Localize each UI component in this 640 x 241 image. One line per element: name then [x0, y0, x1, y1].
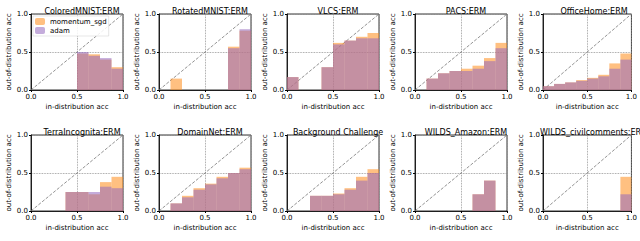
svg-text:1.0: 1.0: [529, 10, 540, 18]
svg-text:0.5: 0.5: [199, 214, 210, 222]
svg-text:0.0: 0.0: [153, 214, 164, 222]
svg-text:0.0: 0.0: [25, 93, 36, 101]
svg-text:out-of-distribution acc: out-of-distribution acc: [5, 134, 13, 211]
svg-text:DomainNet:ERM: DomainNet:ERM: [177, 128, 242, 137]
svg-text:out-of-distribution acc: out-of-distribution acc: [133, 13, 141, 90]
svg-text:1.0: 1.0: [273, 10, 284, 18]
svg-text:1.0: 1.0: [117, 214, 128, 222]
svg-text:0.5: 0.5: [401, 48, 412, 56]
svg-text:0.5: 0.5: [17, 169, 28, 177]
svg-text:0.5: 0.5: [455, 93, 466, 101]
svg-text:0.0: 0.0: [16, 86, 28, 94]
svg-text:in-distribution acc: in-distribution acc: [173, 224, 236, 232]
svg-text:in-distribution acc: in-distribution acc: [45, 224, 108, 232]
svg-text:1.0: 1.0: [401, 131, 412, 139]
svg-text:WILDS_civilcomments:ERM: WILDS_civilcomments:ERM: [540, 128, 640, 137]
svg-text:1.0: 1.0: [401, 10, 412, 18]
svg-text:0.0: 0.0: [409, 214, 420, 222]
svg-text:PACS:ERM: PACS:ERM: [446, 7, 487, 16]
svg-text:in-distribution acc: in-distribution acc: [301, 224, 364, 232]
svg-text:0.5: 0.5: [273, 169, 284, 177]
svg-text:0.0: 0.0: [281, 93, 292, 101]
svg-text:out-of-distribution acc: out-of-distribution acc: [517, 13, 525, 90]
svg-text:in-distribution acc: in-distribution acc: [556, 224, 619, 232]
svg-text:0.5: 0.5: [529, 48, 540, 56]
svg-text:out-of-distribution acc: out-of-distribution acc: [389, 134, 397, 211]
svg-text:0.5: 0.5: [199, 93, 210, 101]
svg-text:0.0: 0.0: [528, 86, 540, 94]
svg-text:1.0: 1.0: [245, 93, 256, 101]
svg-text:out-of-distribution acc: out-of-distribution acc: [261, 13, 269, 90]
svg-text:out-of-distribution acc: out-of-distribution acc: [133, 134, 141, 211]
svg-text:0.0: 0.0: [272, 207, 284, 215]
svg-text:1.0: 1.0: [245, 214, 256, 222]
svg-text:RotatedMNIST:ERM: RotatedMNIST:ERM: [172, 7, 248, 16]
svg-text:ColoredMNIST:ERM: ColoredMNIST:ERM: [44, 7, 119, 16]
svg-text:1.0: 1.0: [626, 214, 637, 222]
svg-text:0.5: 0.5: [273, 48, 284, 56]
svg-text:0.0: 0.0: [153, 93, 164, 101]
svg-text:1.0: 1.0: [626, 93, 637, 101]
svg-text:1.0: 1.0: [501, 214, 512, 222]
svg-text:in-distribution acc: in-distribution acc: [429, 224, 492, 232]
svg-text:0.5: 0.5: [401, 169, 412, 177]
svg-text:0.0: 0.0: [537, 93, 548, 101]
svg-text:0.0: 0.0: [528, 207, 540, 215]
svg-text:0.5: 0.5: [71, 214, 82, 222]
svg-text:out-of-distribution acc: out-of-distribution acc: [261, 134, 269, 211]
svg-text:OfficeHome:ERM: OfficeHome:ERM: [560, 7, 627, 16]
svg-text:in-distribution acc: in-distribution acc: [45, 103, 108, 111]
svg-text:in-distribution acc: in-distribution acc: [173, 103, 236, 111]
svg-text:0.5: 0.5: [327, 214, 338, 222]
svg-text:1.0: 1.0: [373, 214, 384, 222]
svg-text:Background Challenge: Background Challenge: [293, 128, 383, 137]
svg-text:momentum_sgd: momentum_sgd: [50, 18, 107, 26]
svg-text:0.5: 0.5: [145, 169, 156, 177]
svg-text:adam: adam: [50, 27, 70, 35]
svg-text:0.5: 0.5: [327, 93, 338, 101]
svg-text:1.0: 1.0: [145, 10, 156, 18]
svg-text:in-distribution acc: in-distribution acc: [556, 103, 619, 111]
svg-text:VLCS:ERM: VLCS:ERM: [318, 7, 359, 16]
svg-text:in-distribution acc: in-distribution acc: [429, 103, 492, 111]
svg-text:1.0: 1.0: [373, 93, 384, 101]
svg-text:1.0: 1.0: [273, 131, 284, 139]
svg-text:out-of-distribution acc: out-of-distribution acc: [5, 13, 13, 90]
svg-text:1.0: 1.0: [117, 93, 128, 101]
svg-text:0.0: 0.0: [400, 86, 412, 94]
svg-text:1.0: 1.0: [529, 131, 540, 139]
svg-text:0.0: 0.0: [537, 214, 548, 222]
svg-text:0.5: 0.5: [145, 48, 156, 56]
svg-text:TerraIncognita:ERM: TerraIncognita:ERM: [42, 128, 120, 137]
svg-text:0.5: 0.5: [71, 93, 82, 101]
svg-text:0.0: 0.0: [144, 86, 156, 94]
svg-text:out-of-distribution acc: out-of-distribution acc: [517, 134, 525, 211]
svg-text:0.5: 0.5: [582, 214, 593, 222]
svg-text:out-of-distribution acc: out-of-distribution acc: [389, 13, 397, 90]
svg-text:0.0: 0.0: [281, 214, 292, 222]
svg-text:in-distribution acc: in-distribution acc: [301, 103, 364, 111]
svg-text:1.0: 1.0: [145, 131, 156, 139]
svg-text:0.0: 0.0: [144, 207, 156, 215]
svg-text:1.0: 1.0: [17, 131, 28, 139]
svg-text:0.5: 0.5: [529, 169, 540, 177]
svg-text:0.5: 0.5: [582, 93, 593, 101]
svg-text:0.0: 0.0: [272, 86, 284, 94]
svg-text:1.0: 1.0: [501, 93, 512, 101]
svg-text:0.0: 0.0: [409, 93, 420, 101]
svg-text:1.0: 1.0: [17, 10, 28, 18]
svg-text:0.0: 0.0: [25, 214, 36, 222]
svg-text:0.0: 0.0: [16, 207, 28, 215]
svg-text:WILDS_Amazon:ERM: WILDS_Amazon:ERM: [425, 128, 508, 137]
svg-text:0.0: 0.0: [400, 207, 412, 215]
svg-text:0.5: 0.5: [455, 214, 466, 222]
svg-text:0.5: 0.5: [17, 48, 28, 56]
